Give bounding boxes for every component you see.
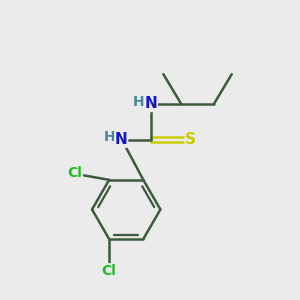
Text: S: S xyxy=(185,132,196,147)
Text: N: N xyxy=(145,96,157,111)
Text: H: H xyxy=(133,94,145,109)
Text: N: N xyxy=(115,132,128,147)
Text: Cl: Cl xyxy=(68,166,82,180)
Text: Cl: Cl xyxy=(102,264,117,278)
Text: H: H xyxy=(103,130,115,144)
